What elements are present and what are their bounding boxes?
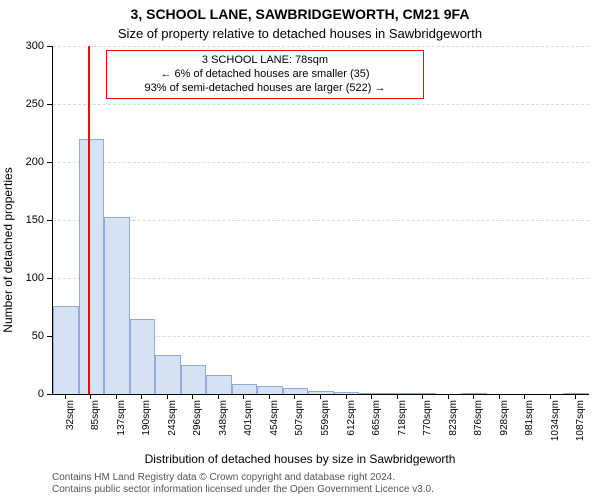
y-tick-label: 200 (4, 156, 44, 168)
x-axis-label: Distribution of detached houses by size … (0, 452, 600, 466)
y-tick-mark (47, 46, 52, 47)
x-tick-mark (116, 394, 117, 399)
histogram-bar (257, 386, 283, 394)
annotation-line-3: 93% of semi-detached houses are larger (… (115, 82, 415, 96)
histogram-bar (155, 355, 181, 394)
x-tick-label: 928sqm (499, 400, 510, 436)
x-tick-mark (141, 394, 142, 399)
gridline-h (53, 46, 589, 47)
histogram-bar (334, 392, 360, 394)
y-tick-mark (47, 394, 52, 395)
x-tick-label: 718sqm (397, 400, 408, 436)
gridline-h (53, 104, 589, 105)
x-tick-mark (243, 394, 244, 399)
histogram-bar (283, 388, 309, 394)
histogram-bar (130, 319, 156, 394)
x-tick-mark (320, 394, 321, 399)
x-tick-mark (269, 394, 270, 399)
gridline-h (53, 278, 589, 279)
x-tick-mark (499, 394, 500, 399)
annotation-line-1: 3 SCHOOL LANE: 78sqm (115, 54, 415, 68)
credits-line-1: Contains HM Land Registry data © Crown c… (52, 472, 434, 484)
x-tick-mark (90, 394, 91, 399)
x-tick-label: 401sqm (243, 400, 254, 436)
y-tick-mark (47, 104, 52, 105)
x-tick-label: 137sqm (116, 400, 127, 436)
x-tick-label: 454sqm (269, 400, 280, 436)
x-tick-mark (371, 394, 372, 399)
x-tick-label: 190sqm (141, 400, 152, 436)
y-tick-mark (47, 278, 52, 279)
x-tick-label: 770sqm (422, 400, 433, 436)
y-tick-label: 250 (4, 98, 44, 110)
x-tick-mark (575, 394, 576, 399)
y-tick-label: 150 (4, 214, 44, 226)
x-tick-mark (218, 394, 219, 399)
annotation-box: 3 SCHOOL LANE: 78sqm ← 6% of detached ho… (106, 50, 424, 99)
annotation-line-2: ← 6% of detached houses are smaller (35) (115, 68, 415, 82)
x-tick-label: 32sqm (65, 400, 76, 430)
y-tick-label: 50 (4, 330, 44, 342)
x-tick-label: 507sqm (294, 400, 305, 436)
y-tick-label: 0 (4, 388, 44, 400)
chart-title: 3, SCHOOL LANE, SAWBRIDGEWORTH, CM21 9FA (0, 6, 600, 22)
histogram-bar (53, 306, 79, 394)
x-tick-label: 296sqm (192, 400, 203, 436)
histogram-bar (206, 375, 232, 394)
histogram-bar (385, 393, 411, 394)
x-tick-mark (422, 394, 423, 399)
x-tick-mark (524, 394, 525, 399)
x-tick-mark (65, 394, 66, 399)
y-tick-mark (47, 220, 52, 221)
x-tick-label: 665sqm (371, 400, 382, 436)
gridline-h (53, 220, 589, 221)
x-tick-label: 243sqm (167, 400, 178, 436)
credits-line-2: Contains public sector information licen… (52, 484, 434, 496)
histogram-bar (79, 139, 105, 394)
chart-subtitle: Size of property relative to detached ho… (0, 26, 600, 41)
x-tick-mark (167, 394, 168, 399)
x-tick-mark (294, 394, 295, 399)
histogram-bar (232, 384, 258, 394)
x-tick-mark (448, 394, 449, 399)
x-tick-mark (397, 394, 398, 399)
x-tick-label: 559sqm (320, 400, 331, 436)
x-tick-label: 1087sqm (575, 400, 586, 441)
x-tick-mark (192, 394, 193, 399)
y-tick-label: 300 (4, 40, 44, 52)
credits: Contains HM Land Registry data © Crown c… (52, 472, 434, 496)
histogram-bar (104, 217, 130, 394)
property-marker-line (88, 46, 90, 394)
y-tick-label: 100 (4, 272, 44, 284)
gridline-h (53, 162, 589, 163)
y-tick-mark (47, 162, 52, 163)
x-tick-mark (346, 394, 347, 399)
x-tick-label: 876sqm (473, 400, 484, 436)
y-axis-label: Number of detached properties (1, 167, 15, 332)
y-tick-mark (47, 336, 52, 337)
x-tick-label: 1034sqm (550, 400, 561, 441)
x-tick-mark (473, 394, 474, 399)
x-tick-label: 612sqm (346, 400, 357, 436)
histogram-bar (181, 365, 207, 394)
x-tick-label: 981sqm (524, 400, 535, 436)
x-tick-label: 348sqm (218, 400, 229, 436)
x-tick-label: 85sqm (90, 400, 101, 430)
x-tick-mark (550, 394, 551, 399)
x-tick-label: 823sqm (448, 400, 459, 436)
